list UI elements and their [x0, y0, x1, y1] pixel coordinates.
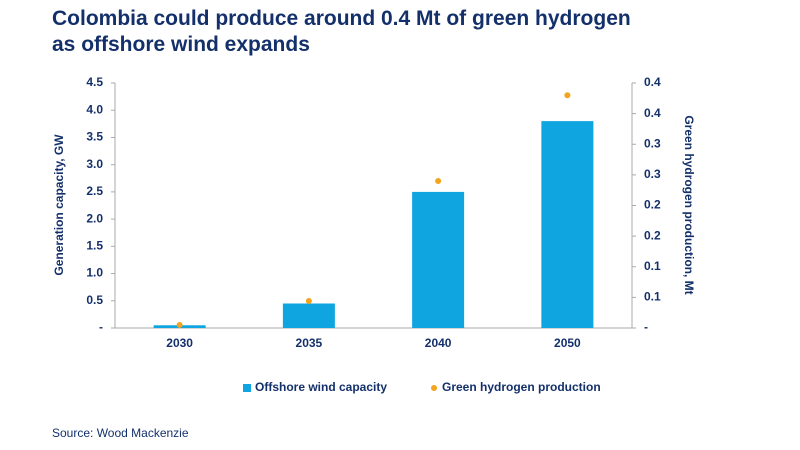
bar [412, 191, 465, 328]
point [305, 298, 312, 305]
x-tick-label: 2035 [296, 336, 323, 350]
y2-tick-label: 0.4 [644, 106, 661, 120]
legend-label: Green hydrogen production [442, 380, 601, 394]
y2-tick-label: 0.2 [644, 228, 661, 242]
y-tick-label: 4.0 [86, 102, 103, 116]
legend-label: Offshore wind capacity [255, 380, 387, 394]
point [564, 92, 571, 99]
y-tick-label: 3.0 [86, 157, 103, 171]
y-tick-label: 3.5 [86, 130, 103, 144]
y-tick-label: - [99, 320, 103, 334]
y2-tick-label: 0.3 [644, 167, 661, 181]
y2-tick-label: 0.1 [644, 259, 661, 273]
y2-axis-label: Green hydrogen production, Mt [682, 115, 696, 294]
y-tick-label: 4.5 [86, 75, 103, 89]
point [176, 321, 183, 328]
y2-tick-label: - [644, 320, 648, 334]
y-tick-label: 2.5 [86, 184, 103, 198]
y2-tick-label: 0.1 [644, 290, 661, 304]
legend-swatch [431, 385, 437, 391]
x-tick-label: 2040 [425, 336, 452, 350]
y-tick-label: 2.0 [86, 211, 103, 225]
y2-tick-label: 0.4 [644, 75, 661, 89]
legend-swatch [243, 384, 251, 392]
y-axis-label: Generation capacity, GW [52, 134, 66, 276]
source: Source: Wood Mackenzie [52, 426, 189, 440]
y2-tick-label: 0.3 [644, 136, 661, 150]
y2-tick-label: 0.2 [644, 198, 661, 212]
y-tick-label: 0.5 [86, 293, 103, 307]
y-tick-label: 1.0 [86, 266, 103, 280]
point [435, 178, 442, 184]
chart-title: Colombia could produce around 0.4 Mt of … [52, 7, 631, 56]
bar [541, 121, 594, 328]
y-tick-label: 1.5 [86, 239, 103, 253]
x-tick-label: 2050 [554, 336, 581, 350]
x-tick-label: 2030 [166, 336, 193, 350]
bar [282, 303, 335, 328]
